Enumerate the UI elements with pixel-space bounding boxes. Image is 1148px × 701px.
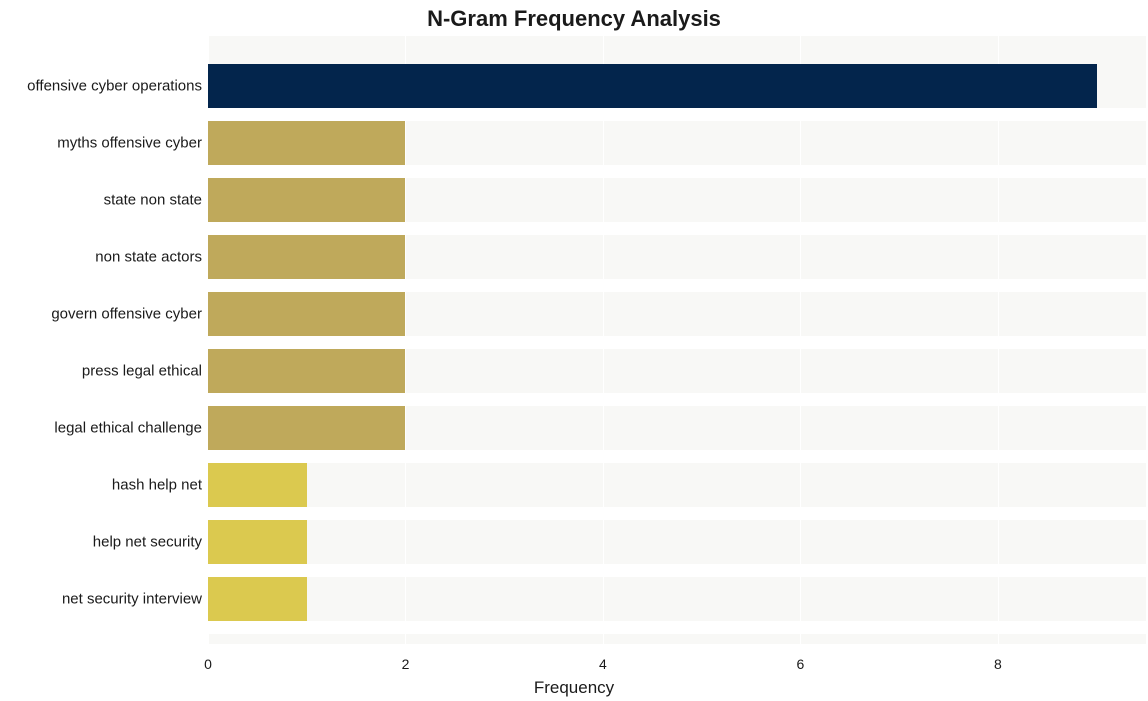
bar [208, 520, 307, 564]
row-band [208, 450, 1146, 463]
row-band [208, 222, 1146, 235]
row-band [208, 336, 1146, 349]
y-tick-label: help net security [93, 534, 202, 551]
chart-container: N-Gram Frequency Analysis offensive cybe… [0, 0, 1148, 701]
x-tick-label: 0 [204, 656, 212, 672]
y-tick-label: offensive cyber operations [27, 78, 202, 95]
bar [208, 292, 405, 336]
grid-line [405, 36, 406, 644]
chart-title: N-Gram Frequency Analysis [0, 6, 1148, 32]
bar [208, 121, 405, 165]
row-band [208, 393, 1146, 406]
y-tick-label: press legal ethical [82, 363, 202, 380]
row-band [208, 108, 1146, 121]
row-band [208, 165, 1146, 178]
bar [208, 406, 405, 450]
row-band [208, 564, 1146, 577]
bar [208, 64, 1097, 108]
y-tick-label: hash help net [112, 477, 202, 494]
row-band [208, 279, 1146, 292]
y-tick-label: net security interview [62, 591, 202, 608]
bar [208, 178, 405, 222]
bar [208, 235, 405, 279]
grid-line [603, 36, 604, 644]
plot-area [208, 36, 1146, 644]
y-tick-label: legal ethical challenge [54, 420, 202, 437]
bar [208, 349, 405, 393]
row-band [208, 507, 1146, 520]
row-band [208, 621, 1146, 634]
bar [208, 577, 307, 621]
grid-line [998, 36, 999, 644]
x-tick-label: 8 [994, 656, 1002, 672]
x-tick-label: 4 [599, 656, 607, 672]
y-tick-label: myths offensive cyber [57, 135, 202, 152]
y-tick-label: state non state [104, 192, 202, 209]
x-tick-label: 2 [402, 656, 410, 672]
y-tick-label: non state actors [95, 249, 202, 266]
x-tick-label: 6 [797, 656, 805, 672]
grid-line [800, 36, 801, 644]
y-tick-label: govern offensive cyber [51, 306, 202, 323]
bar [208, 463, 307, 507]
x-axis-title: Frequency [0, 678, 1148, 698]
